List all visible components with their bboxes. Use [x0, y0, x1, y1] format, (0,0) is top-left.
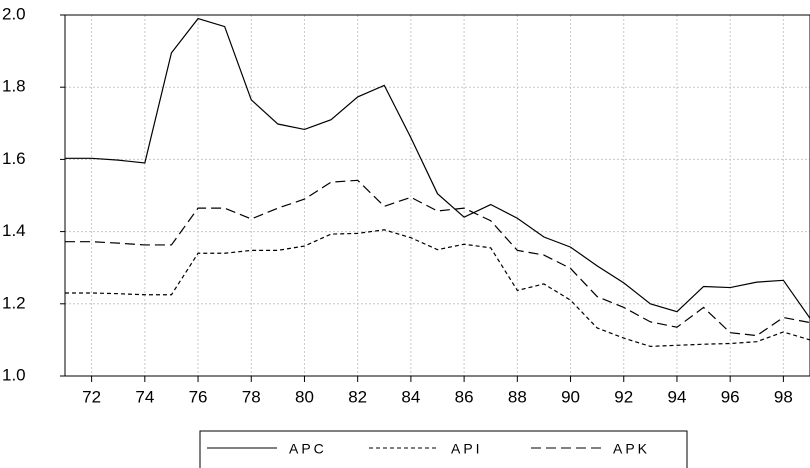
y-tick-label: 1.0	[2, 365, 26, 384]
legend-label: APK	[613, 441, 650, 457]
x-tick-label: 74	[135, 387, 154, 406]
x-tick-label: 82	[348, 387, 367, 406]
x-tick-label: 92	[614, 387, 633, 406]
legend-label: API	[451, 441, 483, 457]
y-tick-label: 1.6	[2, 149, 26, 168]
plot-frame	[64, 14, 810, 377]
x-tick-label: 84	[401, 387, 420, 406]
x-tick-label: 72	[82, 387, 101, 406]
x-tick-label: 76	[189, 387, 208, 406]
series-line	[65, 229, 810, 348]
legend-label: APC	[289, 441, 327, 457]
y-tick-label: 1.8	[2, 77, 26, 96]
x-tick-label: 78	[242, 387, 261, 406]
x-tick-label: 88	[508, 387, 527, 406]
legend-box	[199, 430, 688, 468]
y-tick-label: 1.4	[2, 221, 26, 240]
y-tick-label: 2.0	[2, 4, 26, 23]
y-tick-label: 1.2	[2, 293, 26, 312]
x-tick-label: 86	[455, 387, 474, 406]
x-tick-label: 98	[774, 387, 793, 406]
series-line	[65, 17, 810, 319]
x-tick-label: 80	[295, 387, 314, 406]
series-line	[65, 179, 810, 337]
x-tick-label: 94	[668, 387, 687, 406]
x-tick-label: 96	[721, 387, 740, 406]
x-tick-label: 90	[561, 387, 580, 406]
